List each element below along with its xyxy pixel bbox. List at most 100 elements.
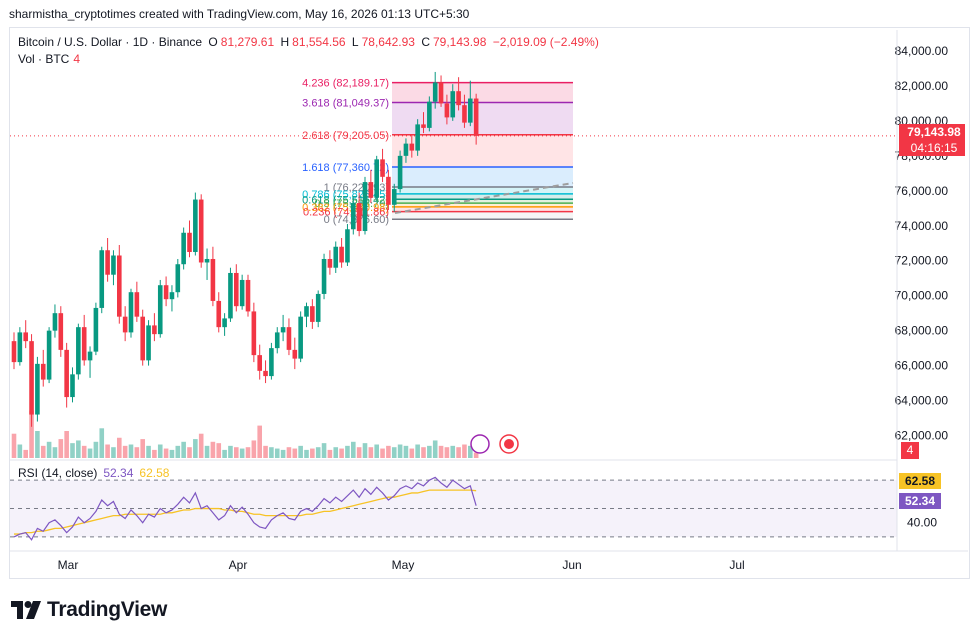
- volume-bar: [239, 448, 245, 458]
- candle-body: [286, 327, 292, 350]
- time-axis-label: Jun: [562, 558, 581, 572]
- candle-body: [421, 124, 426, 128]
- fib-zone: [392, 82, 573, 103]
- close-value: 79,143.98: [433, 35, 487, 49]
- low-label: L: [351, 35, 359, 49]
- fib-zone: [392, 206, 573, 212]
- candle-body: [456, 91, 461, 106]
- candle-body: [315, 293, 321, 322]
- volume-bar: [70, 443, 75, 458]
- candle-body: [40, 363, 46, 380]
- fib-zone: [392, 199, 573, 204]
- candle-body: [438, 82, 444, 104]
- volume-bar: [193, 439, 198, 458]
- volume-bar: [269, 447, 274, 458]
- time-axis-label: Apr: [229, 558, 248, 572]
- candle-body: [111, 255, 116, 275]
- volume-bar: [397, 444, 403, 458]
- high-value: 81,554.56: [292, 35, 346, 49]
- low-value: 78,642.93: [361, 35, 415, 49]
- open-label: O: [208, 35, 218, 49]
- candle-body: [228, 272, 233, 319]
- candle-body: [386, 176, 391, 205]
- volume-bar: [134, 447, 140, 458]
- volume-bar: [403, 445, 409, 458]
- volume-bar: [298, 445, 303, 458]
- volume-bar: [473, 452, 479, 458]
- candle-body: [222, 318, 227, 328]
- volume-bar: [187, 447, 192, 458]
- candle-body: [321, 258, 327, 294]
- volume-bar: [64, 431, 69, 458]
- candle-body: [198, 199, 204, 263]
- candle-body: [187, 232, 192, 252]
- volume-bar: [169, 449, 175, 458]
- candle-body: [251, 311, 257, 356]
- volume-bar: [58, 439, 64, 458]
- candle-body: [99, 250, 105, 308]
- volume-bar: [81, 445, 87, 458]
- symbol-name[interactable]: Bitcoin / U.S. Dollar · 1D · Binance: [18, 35, 203, 49]
- rsi-value-tag: 52.34: [899, 493, 941, 509]
- symbol-header[interactable]: Bitcoin / U.S. Dollar · 1D · Binance O 81…: [18, 35, 602, 49]
- candle-body: [280, 327, 286, 333]
- change-value: −2,019.09 (−2.49%): [492, 35, 599, 49]
- candle-body: [339, 246, 344, 263]
- price-axis-label: 74,000.00: [895, 219, 949, 233]
- volume-bar: [122, 445, 128, 458]
- chart-frame: [9, 27, 970, 579]
- rsi-ma-tag: 62.58: [899, 473, 941, 489]
- volume-bar: [157, 444, 163, 458]
- fib-extension-tool: 4.236 (82,189.17) 3.618 (81,049.37) 2.618 …: [10, 78, 897, 226]
- candle-body: [304, 306, 309, 317]
- rsi-axis-label: 40.00: [907, 516, 937, 530]
- volume-bar: [292, 448, 298, 458]
- candle-body: [333, 246, 339, 268]
- volume-bar: [456, 447, 461, 458]
- volume-bar: [234, 447, 239, 458]
- time-axis-label: May: [392, 558, 415, 572]
- candle-body: [415, 124, 420, 151]
- price-axis-label: 62,000.00: [895, 429, 949, 443]
- candle-body: [134, 292, 140, 317]
- candle-body: [468, 98, 473, 123]
- volume-bar: [216, 443, 222, 458]
- fib-zone: [392, 203, 573, 207]
- volume-bar: [23, 449, 28, 458]
- candle-body: [374, 159, 379, 198]
- candle-body: [76, 327, 81, 375]
- volume-bar: [210, 441, 216, 458]
- price-axis-label: 70,000.00: [895, 289, 949, 303]
- event-icon: [470, 434, 490, 454]
- volume-tag: 4: [901, 442, 919, 459]
- volume-bar: [40, 445, 46, 458]
- candle-body: [152, 325, 157, 335]
- rsi-legend[interactable]: RSI (14, close) 52.34 62.58: [18, 466, 169, 480]
- last-price-value: 79,143.98: [907, 125, 961, 139]
- volume-bar: [257, 425, 262, 458]
- volume-legend[interactable]: Vol · BTC 4: [18, 52, 80, 66]
- volume-value: 4: [73, 52, 81, 66]
- fib-zone: [392, 167, 573, 187]
- tradingview-logo[interactable]: TradingView: [11, 598, 167, 622]
- volume-bar: [181, 441, 186, 458]
- candle-body: [380, 159, 385, 177]
- volume-bar: [427, 445, 432, 458]
- candle-body: [432, 82, 438, 102]
- candle-body: [146, 325, 151, 361]
- candle-body: [356, 203, 362, 232]
- volume-bar: [228, 445, 233, 458]
- fib-level-label: 2.618 (79,205.05): [302, 130, 389, 142]
- volume-bar: [87, 448, 93, 458]
- candle-body: [310, 306, 315, 322]
- fib-level-label: 1.618 (77,360.72): [302, 162, 389, 174]
- volume-bar: [46, 441, 52, 458]
- volume-bar: [117, 437, 122, 458]
- candle-body: [52, 313, 58, 331]
- volume-bar: [251, 440, 257, 458]
- candle-body: [292, 349, 298, 359]
- candle-body: [117, 255, 122, 317]
- fib-zone: [392, 186, 573, 194]
- candle-body: [298, 316, 303, 359]
